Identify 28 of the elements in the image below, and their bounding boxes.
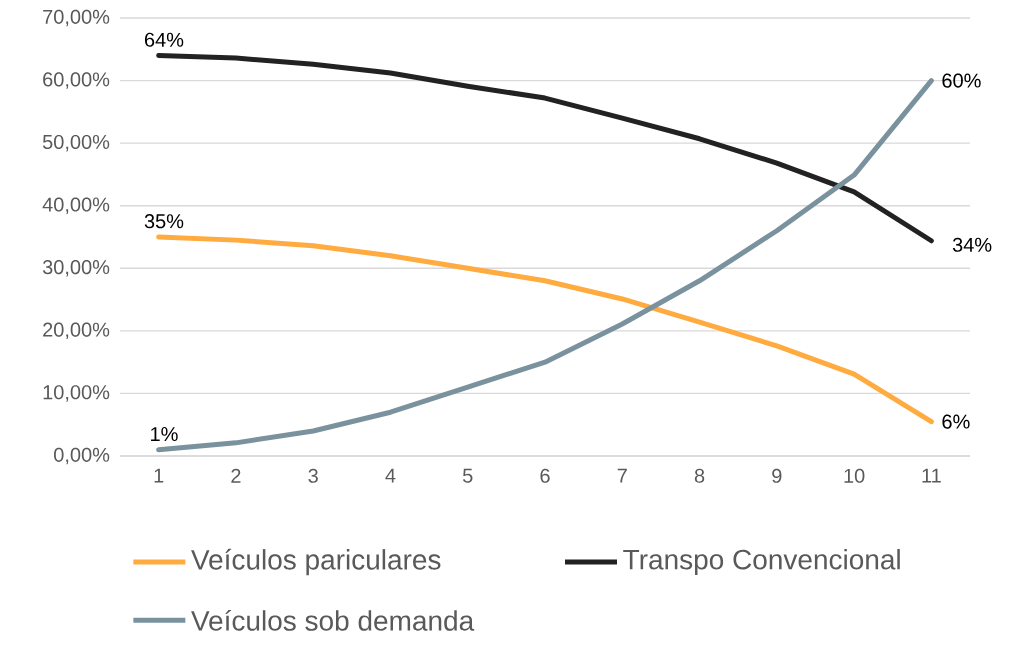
x-tick-label: 7 [617,468,627,483]
data-label: 34% [952,237,992,252]
x-tick-label: 2 [231,468,241,483]
x-tick-label: 4 [385,468,396,483]
y-tick-label: 10,00% [43,385,110,402]
data-label: 1% [151,427,178,442]
y-tick-label: 40,00% [42,197,110,214]
data-label: 6% [942,414,970,429]
x-tick-label: 6 [540,468,550,483]
y-tick-label: 60,00% [43,72,110,89]
x-tick-label: 3 [308,468,318,483]
y-tick-label: 70,00% [43,9,110,27]
data-label: 64% [144,32,184,47]
legend-label: Transpo Convencional [623,548,900,576]
y-tick-label: 50,00% [42,134,110,152]
legend-label: Veículos sob demanda [191,609,475,631]
x-tick-label: 8 [694,468,705,483]
y-tick-label: 20,00% [43,322,110,340]
legend-label: Veículos pariculares [191,548,441,576]
x-tick-label: 11 [922,468,941,483]
x-tick-label: 1 [154,468,164,483]
y-tick-label: 0,00% [54,447,110,465]
data-label: 60% [942,73,981,88]
x-tick-label: 10 [844,468,865,483]
x-tick-label: 5 [462,468,473,483]
data-label: 35% [144,214,184,229]
x-tick-label: 9 [772,468,782,483]
y-tick-label: 30,00% [42,260,110,277]
